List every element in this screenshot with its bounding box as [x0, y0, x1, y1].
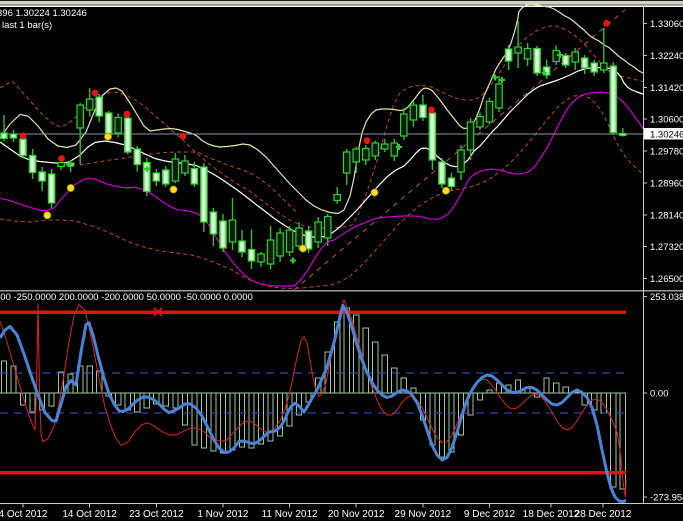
svg-text:18 Dec 2012: 18 Dec 2012	[523, 509, 580, 520]
svg-text:1.26500: 1.26500	[650, 274, 683, 285]
svg-text:1.27320: 1.27320	[650, 242, 683, 253]
svg-text:9 Dec 2012: 9 Dec 2012	[464, 509, 516, 520]
svg-text:20 Nov 2012: 20 Nov 2012	[328, 509, 385, 520]
svg-text:1.28140: 1.28140	[650, 210, 683, 221]
svg-text:14 Oct 2012: 14 Oct 2012	[62, 509, 117, 520]
svg-text:4 Oct 2012: 4 Oct 2012	[0, 509, 48, 520]
svg-text:1.30600: 1.30600	[650, 115, 683, 126]
svg-text:1.29780: 1.29780	[650, 147, 683, 158]
svg-text:28 Dec 2012: 28 Dec 2012	[575, 509, 632, 520]
svg-text:1.32240: 1.32240	[650, 51, 683, 62]
svg-text:23 Oct 2012: 23 Oct 2012	[129, 509, 184, 520]
svg-text:last 1 bar(s): last 1 bar(s)	[2, 20, 52, 31]
svg-text:253.0382: 253.0382	[650, 292, 683, 303]
svg-text:0.00: 0.00	[650, 389, 669, 400]
svg-text:11 Nov 2012: 11 Nov 2012	[262, 509, 318, 520]
svg-text:-273.954: -273.954	[650, 493, 683, 504]
svg-text:1 Nov 2012: 1 Nov 2012	[197, 509, 249, 520]
svg-text:396 1.30224 1.30246: 396 1.30224 1.30246	[0, 8, 87, 19]
svg-text:1.28960: 1.28960	[650, 178, 683, 189]
svg-text:1.33060: 1.33060	[650, 19, 683, 30]
svg-text:000 -250.0000 200.0000 -200.00: 000 -250.0000 200.0000 -200.0000 50.0000…	[0, 292, 253, 303]
svg-text:1.31420: 1.31420	[650, 83, 683, 94]
svg-text:29 Nov 2012: 29 Nov 2012	[395, 509, 452, 520]
svg-text:1.30246: 1.30246	[650, 130, 683, 141]
